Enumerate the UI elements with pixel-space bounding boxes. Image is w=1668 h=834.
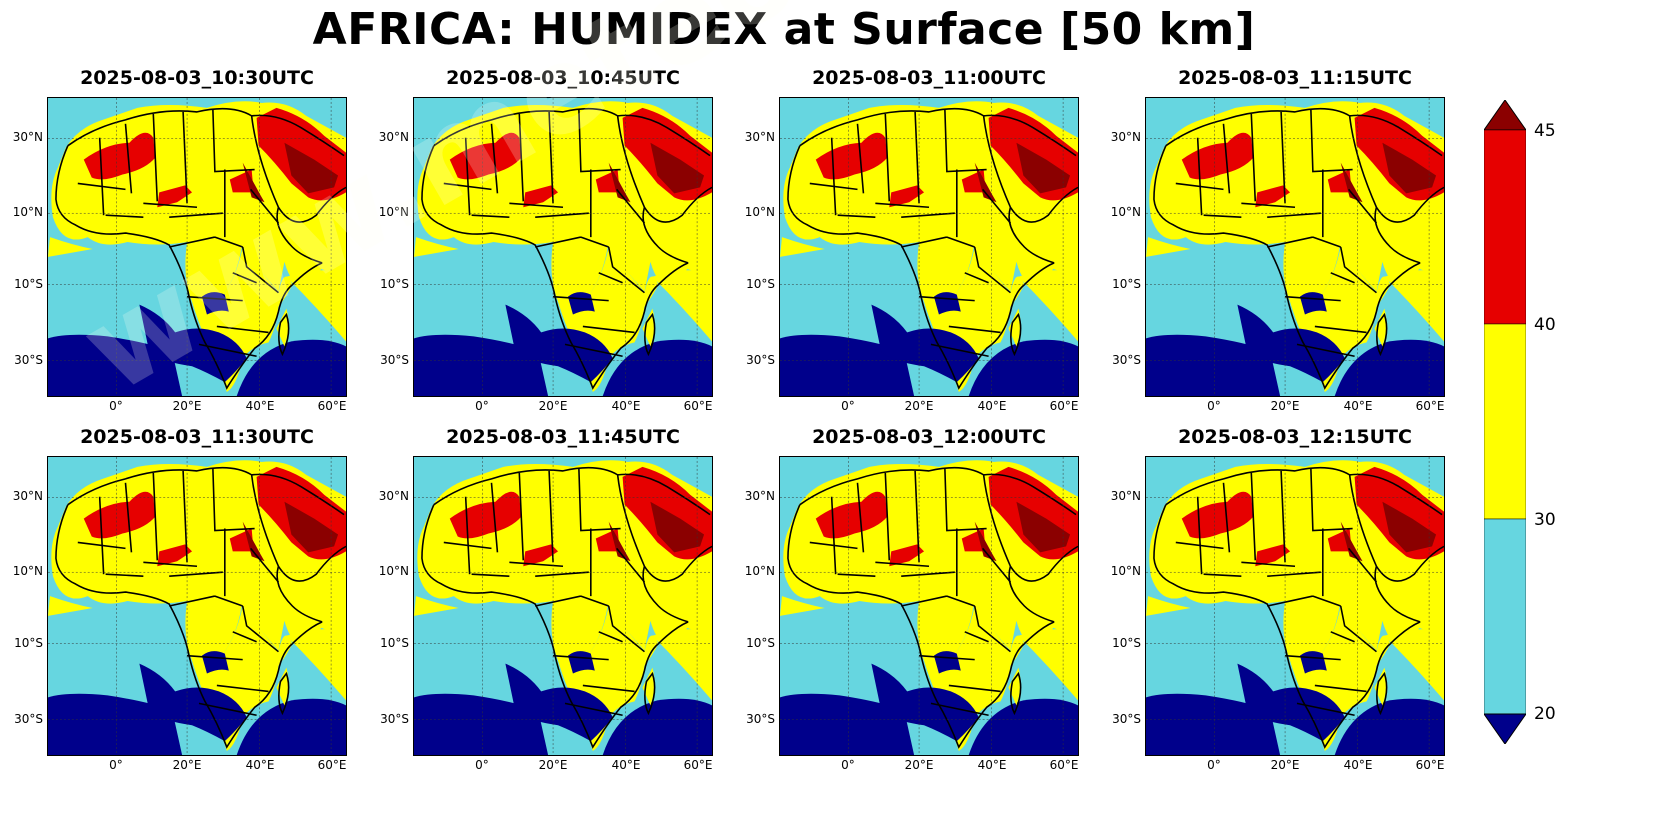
humidex-map-panel-1: [47, 97, 347, 397]
lat-label: 10°S: [1112, 636, 1141, 650]
lon-label: 20°E: [1270, 758, 1300, 772]
humidex-map-panel-3: [779, 97, 1079, 397]
lat-label: 10°N: [1110, 564, 1141, 578]
lon-label: 0°: [1207, 399, 1221, 413]
lat-label: 30°S: [746, 353, 775, 367]
lat-label: 30°S: [1112, 712, 1141, 726]
lon-label: 40°E: [245, 758, 275, 772]
lon-label: 60°E: [317, 399, 347, 413]
panel-title-1: 2025-08-03_10:30UTC: [80, 67, 314, 89]
lat-label: 30°N: [12, 489, 43, 503]
lat-label: 10°N: [378, 564, 409, 578]
panel-title-6: 2025-08-03_11:45UTC: [446, 426, 680, 448]
colorbar-extend-low: [1483, 713, 1527, 745]
lon-label: 60°E: [1049, 758, 1079, 772]
lon-label: 0°: [109, 399, 123, 413]
lat-label: 30°N: [744, 489, 775, 503]
lon-label: 40°E: [611, 399, 641, 413]
colorbar-tick-45: 45: [1534, 121, 1556, 141]
lat-label: 10°S: [14, 636, 43, 650]
lon-label: 20°E: [538, 399, 568, 413]
lon-label: 60°E: [1049, 399, 1079, 413]
lat-label: 30°N: [744, 130, 775, 144]
page-title: AFRICA: HUMIDEX at Surface [50 km]: [312, 4, 1256, 55]
lon-label: 60°E: [1415, 399, 1445, 413]
lon-label: 0°: [841, 399, 855, 413]
lat-label: 10°S: [1112, 277, 1141, 291]
lat-label: 10°S: [746, 277, 775, 291]
lon-label: 20°E: [538, 758, 568, 772]
lon-label: 60°E: [683, 758, 713, 772]
panel-title-8: 2025-08-03_12:15UTC: [1178, 426, 1412, 448]
lat-label: 10°N: [744, 205, 775, 219]
lat-label: 10°S: [746, 636, 775, 650]
lon-label: 0°: [475, 399, 489, 413]
colorbar-extend-high: [1483, 99, 1527, 131]
lat-label: 10°N: [378, 205, 409, 219]
lat-label: 30°S: [1112, 353, 1141, 367]
panel-title-3: 2025-08-03_11:00UTC: [812, 67, 1046, 89]
lat-label: 30°S: [14, 353, 43, 367]
lon-label: 40°E: [977, 399, 1007, 413]
panel-title-2: 2025-08-03_10:45UTC: [446, 67, 680, 89]
lon-label: 40°E: [1343, 758, 1373, 772]
colorbar-band-20-30: [1483, 518, 1527, 715]
lat-label: 30°S: [746, 712, 775, 726]
panel-title-7: 2025-08-03_12:00UTC: [812, 426, 1046, 448]
colorbar-tick-40: 40: [1534, 315, 1556, 335]
colorbar: [1483, 99, 1527, 745]
lon-label: 0°: [841, 758, 855, 772]
lon-label: 60°E: [683, 399, 713, 413]
lon-label: 40°E: [245, 399, 275, 413]
lon-label: 20°E: [1270, 399, 1300, 413]
lon-label: 0°: [475, 758, 489, 772]
lat-label: 30°N: [12, 130, 43, 144]
lat-label: 10°S: [14, 277, 43, 291]
lon-label: 0°: [1207, 758, 1221, 772]
panel-title-5: 2025-08-03_11:30UTC: [80, 426, 314, 448]
lat-label: 30°S: [14, 712, 43, 726]
colorbar-band-40-45: [1483, 129, 1527, 325]
humidex-map-panel-4: [1145, 97, 1445, 397]
lon-label: 20°E: [172, 399, 202, 413]
humidex-map-panel-8: [1145, 456, 1445, 756]
lon-label: 40°E: [611, 758, 641, 772]
lat-label: 10°S: [380, 277, 409, 291]
lat-label: 30°N: [1110, 489, 1141, 503]
lon-label: 20°E: [172, 758, 202, 772]
colorbar-tick-20: 20: [1534, 704, 1556, 724]
lon-label: 60°E: [1415, 758, 1445, 772]
lat-label: 30°N: [1110, 130, 1141, 144]
lat-label: 30°N: [378, 130, 409, 144]
humidex-map-panel-2: [413, 97, 713, 397]
colorbar-tick-30: 30: [1534, 510, 1556, 530]
lon-label: 40°E: [977, 758, 1007, 772]
lat-label: 10°N: [1110, 205, 1141, 219]
lon-label: 0°: [109, 758, 123, 772]
lon-label: 60°E: [317, 758, 347, 772]
humidex-map-panel-5: [47, 456, 347, 756]
humidex-map-panel-6: [413, 456, 713, 756]
panel-title-4: 2025-08-03_11:15UTC: [1178, 67, 1412, 89]
lat-label: 10°N: [12, 205, 43, 219]
lat-label: 10°N: [12, 564, 43, 578]
lat-label: 10°S: [380, 636, 409, 650]
lon-label: 40°E: [1343, 399, 1373, 413]
humidex-map-panel-7: [779, 456, 1079, 756]
lat-label: 10°N: [744, 564, 775, 578]
lat-label: 30°S: [380, 712, 409, 726]
lon-label: 20°E: [904, 758, 934, 772]
colorbar-band-30-40: [1483, 323, 1527, 520]
lat-label: 30°S: [380, 353, 409, 367]
lon-label: 20°E: [904, 399, 934, 413]
lat-label: 30°N: [378, 489, 409, 503]
